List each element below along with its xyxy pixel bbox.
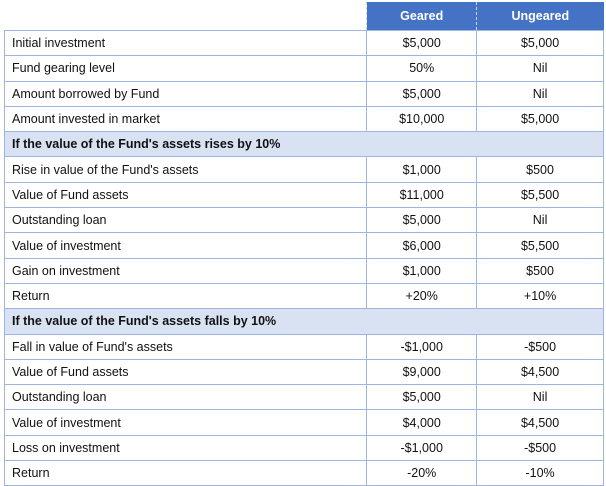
label-cell: Loss on investment — [3, 434, 368, 462]
header-blank — [4, 2, 367, 31]
value-cell: $4,000 — [366, 409, 478, 436]
value-cell: -$500 — [476, 333, 604, 360]
value-cell: $500 — [476, 257, 604, 284]
table-row: Loss on investment -$1,000 -$500 — [3, 434, 604, 462]
label-cell: Gain on investment — [3, 257, 368, 284]
value-cell: $5,500 — [476, 232, 604, 259]
value-cell: $5,000 — [366, 80, 478, 107]
label-cell: Amount borrowed by Fund — [3, 80, 368, 107]
label-cell: Return — [3, 460, 368, 486]
value-cell: $5,000 — [366, 384, 478, 411]
value-cell: -$1,000 — [366, 333, 478, 360]
table-body: Initial investment $5,000 $5,000 Fund geari… — [3, 29, 604, 486]
value-cell: $5,500 — [476, 181, 604, 209]
table-row: Value of investment $6,000 $5,500 — [3, 232, 604, 259]
value-cell: -20% — [366, 460, 478, 486]
table-row: Value of Fund assets $11,000 $5,500 — [3, 181, 604, 209]
label-cell: Outstanding loan — [3, 207, 368, 234]
header-row: Geared Ungeared — [4, 2, 604, 31]
header-cell: Geared — [366, 2, 477, 31]
table-row: Fall in value of Fund's assets -$1,000 -$5… — [3, 333, 604, 360]
value-cell: -$500 — [476, 434, 604, 462]
section-cell: If the value of the Fund's assets rises … — [4, 131, 604, 158]
value-cell: +10% — [476, 282, 604, 310]
label-cell: Outstanding loan — [3, 384, 368, 411]
label-cell: Value of Fund assets — [3, 181, 368, 209]
table-row: Rise in value of the Fund's assets $1,000… — [3, 156, 604, 183]
value-cell: -$1,000 — [366, 434, 478, 462]
value-cell: Nil — [476, 80, 604, 107]
value-cell: $500 — [476, 156, 604, 183]
label-cell: Amount invested in market — [3, 105, 368, 133]
value-cell: Nil — [476, 384, 604, 411]
section-row: If the value of the Fund's assets falls … — [4, 308, 604, 335]
value-cell: $5,000 — [366, 207, 478, 234]
header-cell: Ungeared — [476, 2, 604, 31]
label-cell: Fall in value of Fund's assets — [3, 333, 368, 360]
label-cell: Rise in value of the Fund's assets — [3, 156, 368, 183]
table-row: Outstanding loan $5,000 Nil — [3, 207, 604, 234]
value-cell: $5,000 — [476, 29, 604, 57]
value-cell: 50% — [366, 55, 478, 82]
value-cell: -10% — [476, 460, 604, 486]
value-cell: $10,000 — [366, 105, 478, 133]
label-cell: Return — [3, 282, 368, 310]
value-cell: $1,000 — [366, 156, 478, 183]
value-cell: $6,000 — [366, 232, 478, 259]
table-row: Value of investment $4,000 $4,500 — [3, 409, 604, 436]
table-row: Amount borrowed by Fund $5,000 Nil — [3, 80, 604, 107]
label-cell: Value of Fund assets — [3, 358, 368, 386]
table-row: Outstanding loan $5,000 Nil — [3, 384, 604, 411]
label-cell: Fund gearing level — [3, 55, 368, 82]
value-cell: $1,000 — [366, 257, 478, 284]
data-table: Geared Ungeared Initial investment $5,000… — [3, 2, 604, 486]
section-cell: If the value of the Fund's assets falls … — [4, 308, 604, 335]
value-cell: Nil — [476, 55, 604, 82]
label-cell: Value of investment — [3, 232, 368, 259]
value-cell: $4,500 — [476, 409, 604, 436]
value-cell: $4,500 — [476, 358, 604, 386]
value-cell: +20% — [366, 282, 478, 310]
table-row: Amount invested in market $10,000 $5,000 — [3, 105, 604, 133]
value-cell: $5,000 — [366, 29, 478, 57]
table-row: Fund gearing level 50% Nil — [3, 55, 604, 82]
table-row: Value of Fund assets $9,000 $4,500 — [3, 358, 604, 386]
section-row: If the value of the Fund's assets rises … — [4, 131, 604, 158]
table-row: Return -20% -10% — [3, 460, 604, 486]
table-row: Return +20% +10% — [3, 282, 604, 310]
label-cell: Initial investment — [3, 29, 368, 57]
value-cell: $5,000 — [476, 105, 604, 133]
label-cell: Value of investment — [3, 409, 368, 436]
table-row: Initial investment $5,000 $5,000 — [3, 29, 604, 57]
value-cell: Nil — [476, 207, 604, 234]
table-row: Gain on investment $1,000 $500 — [3, 257, 604, 284]
value-cell: $11,000 — [366, 181, 478, 209]
value-cell: $9,000 — [366, 358, 478, 386]
